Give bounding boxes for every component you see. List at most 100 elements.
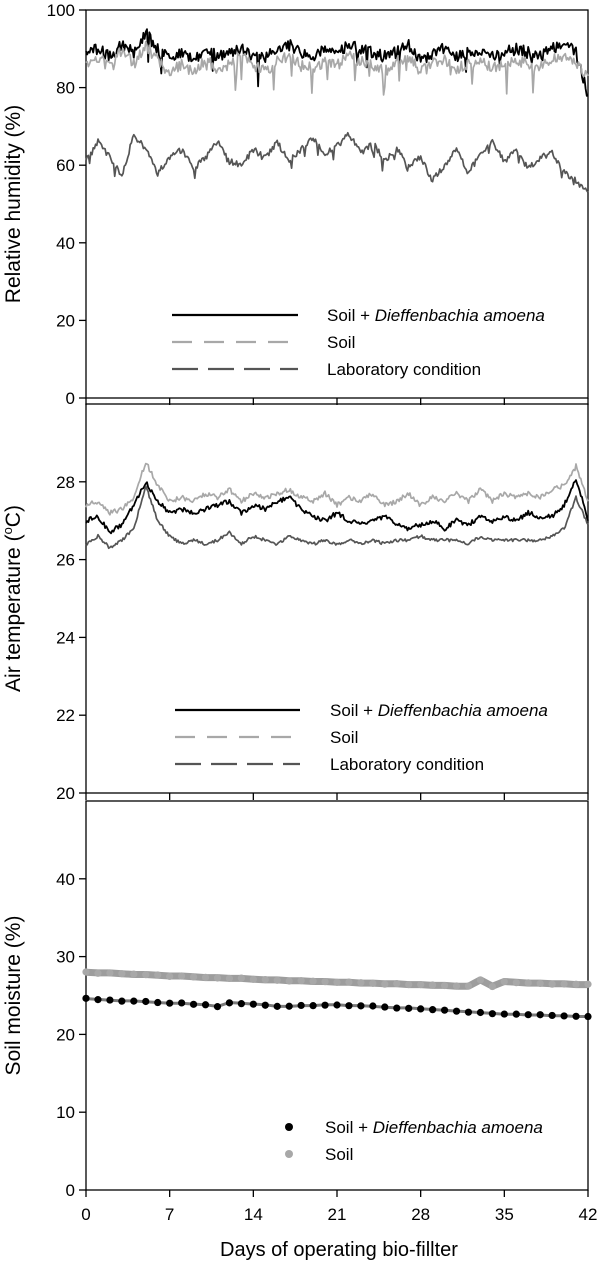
series-2-point [237,974,245,982]
y-tick-label: 30 [56,948,75,967]
series-line-2 [85,462,589,516]
y-axis-label: Air temperature (oC) [0,505,25,692]
chart-panel-1: 0 20 40 60 80 100 Relative humidity (%) Soil + … [2,1,589,408]
legend-label-text: Soil [327,333,355,352]
series-1-point [405,1004,413,1012]
series-1-point [369,1002,377,1010]
y-tick-label: 0 [66,1181,75,1200]
y-axis-label: Relative humidity (%) [2,105,25,303]
series-1-point [178,999,186,1007]
legend-label-text: Soil + [330,701,378,720]
series-2-point [429,981,437,989]
series-2-point [500,977,508,986]
series-1-point [118,997,126,1005]
series-2-point [464,982,473,990]
series-1-point [560,1012,568,1020]
series-1-point [261,1001,269,1009]
x-axis-label: Days of operating bio-fillter [220,1239,458,1261]
series-2-point [440,981,449,990]
series-1-point [94,996,102,1004]
series-2-point [405,980,413,989]
legend-label-1: Soil + Dieffenbachia amoena [330,701,548,720]
series-2-point [178,972,186,980]
series-1-point [309,1002,317,1010]
series-2-point [285,977,293,985]
series-1-point [512,1010,520,1018]
series-2-point [213,974,222,982]
x-tick-label: 14 [244,1205,263,1224]
series-line-3 [85,131,589,193]
legend-label-italic: Dieffenbachia amoena [375,306,545,325]
series-2-point [369,979,377,987]
y-axis-label-main: Air temperature ( [2,534,25,692]
series-1-point [429,1006,437,1014]
y-tick-label: 80 [56,79,75,98]
y-tick-label: 10 [56,1103,75,1122]
series-1-point [524,1011,532,1019]
legend-label-italic: Dieffenbachia amoena [373,1118,543,1137]
x-tick-label: 42 [579,1205,598,1224]
series-2-point [142,971,150,979]
series-2-point [536,979,544,988]
series-1-point [297,1001,305,1010]
series-1-point [548,1011,556,1020]
legend-swatch-1 [285,1123,293,1131]
series-2-point [118,970,126,978]
series-1-point [381,1003,389,1011]
y-tick-label: 22 [56,706,75,725]
y-tick-label: 20 [56,1025,75,1044]
series-1-point [106,996,114,1004]
series-1-point [285,1002,293,1010]
series-2-point [273,976,281,984]
y-tick-label: 60 [56,156,75,175]
legend-label-3: Laboratory condition [330,755,484,774]
x-tick-label: 35 [495,1205,514,1224]
series-2-point [225,974,234,983]
legend-label-2: Soil [327,333,355,352]
series-2-point [357,979,365,987]
series-2-point [512,979,520,987]
series-1-point [464,1008,473,1016]
series-2-point [333,978,341,986]
series-1-point [201,1001,210,1009]
y-tick-label: 100 [47,1,75,20]
series-2-point [297,977,305,985]
series-line-1 [85,28,589,97]
series-2-point [572,980,580,988]
series-1-point [249,1000,257,1008]
y-axis-label-superscript: o [0,527,15,534]
series-1-point [452,1007,461,1015]
series-1-point [213,1003,222,1011]
series-2-point [309,977,317,985]
legend-label-text: Soil + [325,1118,373,1137]
series-2-point [106,969,114,977]
legend-label-text: Soil + [327,306,375,325]
series-2-point [345,978,353,986]
series-1-point [345,1002,353,1010]
y-tick-label: 0 [66,389,75,408]
series-2-point [94,969,102,977]
y-tick-label: 24 [56,628,75,647]
legend: Soil + Dieffenbachia amoena Soil Laborator… [175,701,548,774]
series-2-point [261,975,269,984]
series-2-point [417,981,425,989]
series-1-point [584,1012,592,1021]
series-2-point [452,982,461,990]
series-2-point [154,971,162,979]
y-tick-label: 26 [56,551,75,570]
x-tick-label: 21 [328,1205,347,1224]
series-1-point [572,1012,580,1020]
legend-label-text: Laboratory condition [327,360,481,379]
series-1-point [500,1010,508,1018]
y-tick-label: 28 [56,473,75,492]
series-1-point [393,1004,401,1012]
series-1-point [237,1000,245,1008]
series-2-point [249,975,257,983]
y-tick-label: 40 [56,870,75,889]
y-tick-label: 40 [56,234,75,253]
series-1-point [82,994,90,1002]
y-axis-label: Soil moisture (%) [2,916,25,1076]
series-2-point [321,978,329,986]
series-1-point [273,1002,281,1010]
